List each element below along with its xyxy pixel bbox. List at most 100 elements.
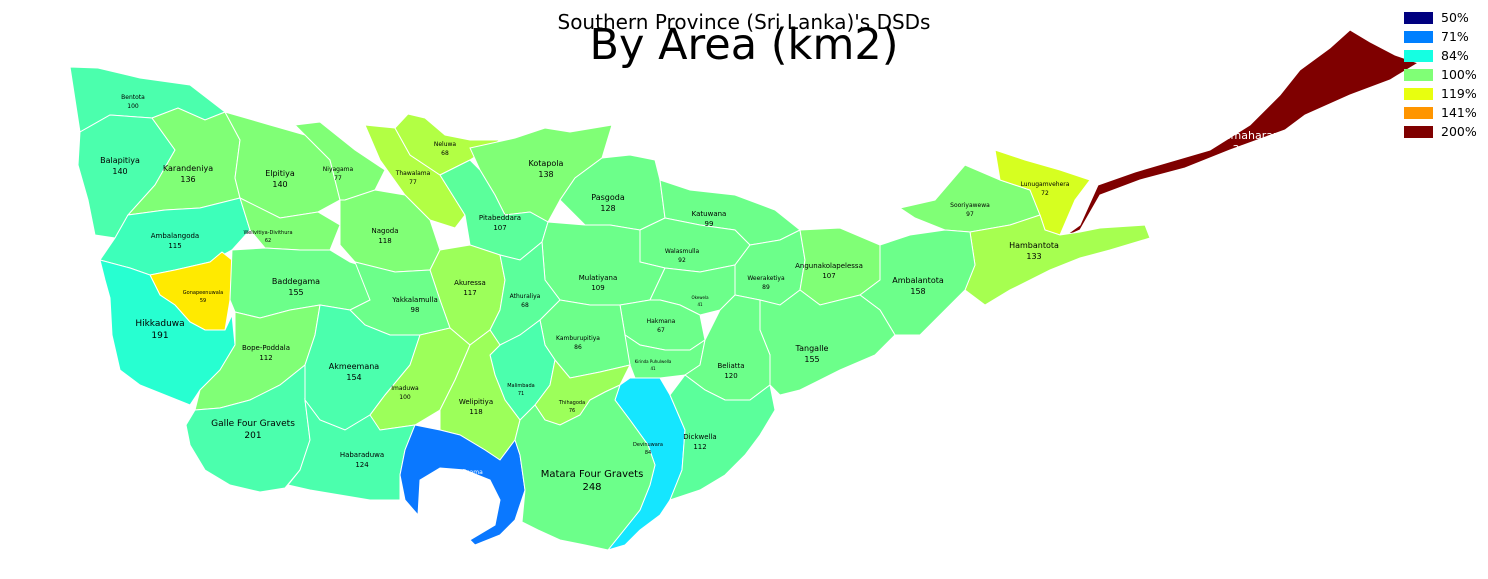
- region-matara-four-gravets: [514, 384, 656, 551]
- region-label-value: 112: [693, 443, 706, 451]
- legend-item: 50%: [1404, 8, 1477, 27]
- legend-label: 84%: [1441, 48, 1469, 63]
- region-label-value: 120: [724, 372, 737, 380]
- region-label-value: 155: [288, 288, 303, 297]
- region-thissamaharama: [1061, 29, 1420, 239]
- region-label-value: 112: [259, 354, 272, 362]
- region-label-name: Devinuwara: [633, 442, 663, 448]
- region-label-name: Thissamaharama: [1195, 129, 1291, 142]
- region-label-value: 140: [112, 167, 127, 176]
- region-label-name: Matara Four Gravets: [541, 469, 644, 480]
- map-title: Southern Province (Sri Lanka)'s DSDs: [557, 10, 931, 34]
- legend-label: 200%: [1441, 124, 1477, 139]
- region-label-name: Balapitiya: [100, 156, 140, 165]
- region-label-name: Hikkaduwa: [135, 319, 184, 329]
- region-label-name: Dickwella: [683, 433, 716, 441]
- region-label-value: 124: [355, 461, 369, 469]
- region-label-name: Bentota: [121, 94, 145, 101]
- region-label-value: 155: [804, 355, 819, 364]
- region-label-value: 71: [518, 391, 524, 397]
- region-label-value: 118: [469, 408, 482, 416]
- region-label-value: 138: [538, 170, 553, 179]
- region-label-name: Weligama: [453, 469, 483, 476]
- region-label-value: 117: [463, 289, 476, 297]
- legend-label: 71%: [1441, 29, 1469, 44]
- legend-item: 71%: [1404, 27, 1477, 46]
- region-label-name: Imaduwa: [391, 385, 419, 392]
- region-label-name: Baddegama: [272, 277, 320, 286]
- region-label-name: Pasgoda: [591, 193, 625, 202]
- legend-swatch: [1404, 87, 1433, 100]
- region-label-name: Weeraketiya: [747, 275, 785, 282]
- region-dickwella: [669, 374, 776, 501]
- legend-swatch: [1404, 106, 1433, 119]
- regions-layer: [69, 29, 1420, 551]
- region-label-value: 115: [168, 242, 181, 250]
- region-label-value: 89: [762, 284, 770, 291]
- region-label-value: 77: [334, 175, 342, 182]
- region-label-name: Hambantota: [1009, 241, 1059, 250]
- region-label-name: Elpitiya: [265, 169, 295, 178]
- region-label-value: 109: [591, 284, 604, 292]
- legend-swatch: [1404, 30, 1433, 43]
- region-label-value: 201: [244, 431, 261, 441]
- region-label-value: 77: [409, 179, 417, 186]
- region-label-name: Gonapeenuwala: [183, 290, 223, 296]
- region-label-value: 68: [441, 150, 449, 157]
- legend-swatch: [1404, 49, 1433, 62]
- region-label-name: Kotapola: [529, 159, 564, 168]
- region-label-value: 99: [705, 220, 714, 228]
- region-label-name: Okewela: [691, 295, 709, 300]
- region-label-name: Ambalangoda: [151, 232, 199, 240]
- region-label-name: Malimbada: [507, 383, 535, 389]
- region-label-name: Welipitiya: [459, 398, 493, 406]
- region-label-value: 118: [378, 237, 391, 245]
- region-label-name: Habaraduwa: [340, 451, 384, 459]
- region-label-value: 72: [1041, 190, 1049, 197]
- region-label-value: 76: [569, 408, 575, 414]
- region-label-name: Neluwa: [434, 141, 457, 148]
- region-label-name: Karandeniya: [163, 164, 213, 173]
- region-label-name: Galle Four Gravets: [211, 419, 295, 429]
- region-label-name: Katuwana: [692, 210, 727, 218]
- region-label-value: 107: [822, 272, 835, 280]
- region-label-value: 84: [645, 450, 651, 456]
- region-label-value: 59: [200, 298, 206, 304]
- region-label-name: Ambalantota: [892, 276, 944, 285]
- region-label-name: Akmeemana: [329, 362, 380, 371]
- region-label-value: 100: [127, 103, 139, 110]
- region-label-value: 98: [411, 306, 420, 314]
- region-habaraduwa: [287, 398, 416, 501]
- region-label-value: 116: [462, 478, 474, 485]
- region-label-name: Beliatta: [717, 362, 744, 370]
- region-label-value: 68: [521, 302, 529, 309]
- region-label-value: 92: [678, 257, 686, 264]
- region-label-value: 136: [180, 175, 195, 184]
- region-label-value: 303: [1233, 143, 1254, 156]
- region-label-name: Akuressa: [454, 279, 486, 287]
- region-label-name: Sooriyawewa: [950, 202, 990, 209]
- region-label-name: Tangalle: [795, 344, 829, 353]
- region-label-name: Athuraliya: [510, 293, 541, 300]
- legend-swatch: [1404, 125, 1433, 138]
- region-label-name: Lunugamvehera: [1021, 181, 1070, 188]
- legend-item: 84%: [1404, 46, 1477, 65]
- region-label-name: Thihagoda: [558, 400, 585, 406]
- region-label-name: Angunakolapelessa: [795, 262, 863, 270]
- legend-item: 100%: [1404, 65, 1477, 84]
- region-label-name: Mulatiyana: [579, 274, 618, 282]
- region-label-name: Yakkalamulla: [391, 296, 438, 304]
- region-label-name: Thawalama: [395, 170, 431, 177]
- region-label-value: 62: [265, 238, 271, 244]
- region-label-name: Hakmana: [647, 318, 676, 325]
- region-label-value: 158: [910, 287, 925, 296]
- legend-item: 141%: [1404, 103, 1477, 122]
- legend-swatch: [1404, 11, 1433, 24]
- legend-label: 50%: [1441, 10, 1469, 25]
- region-label-name: Nagoda: [372, 227, 399, 235]
- region-label-value: 154: [346, 373, 361, 382]
- region-label-value: 97: [966, 211, 974, 218]
- legend-label: 119%: [1441, 86, 1477, 101]
- region-label-value: 133: [1026, 252, 1041, 261]
